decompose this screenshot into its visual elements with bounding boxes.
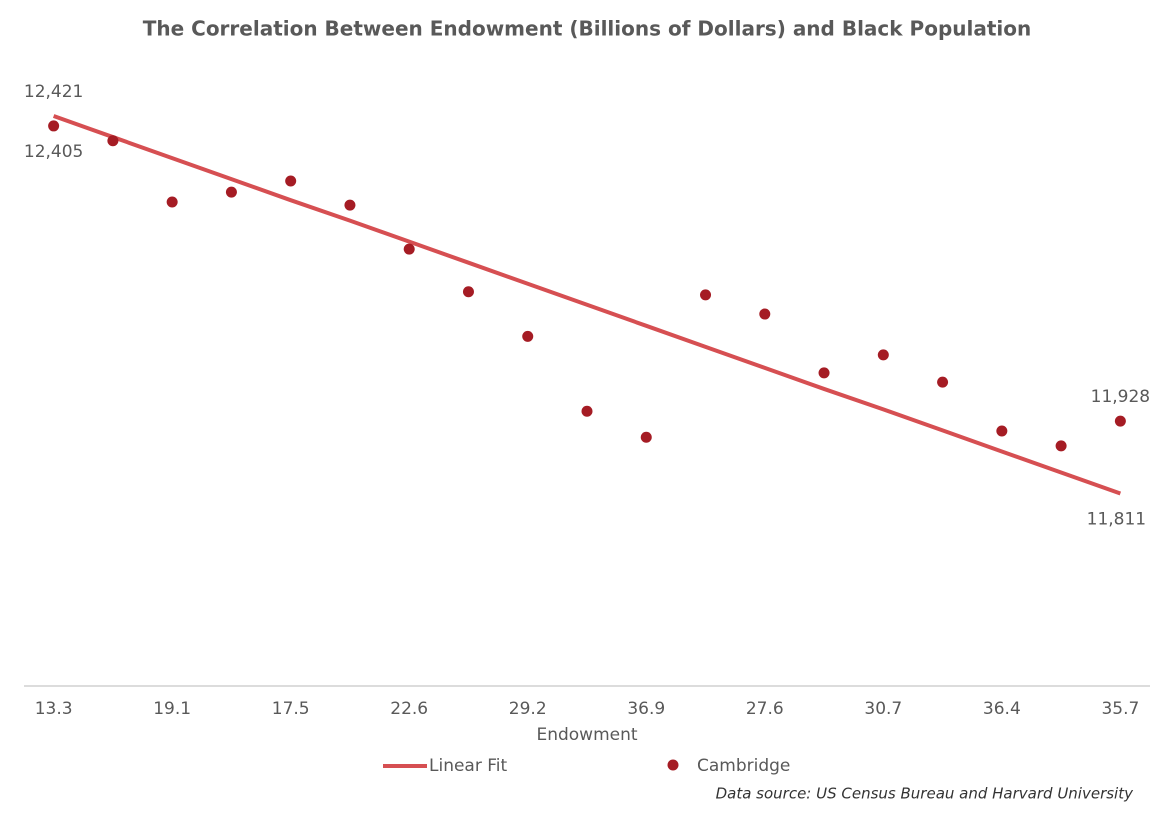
x-tick-label: 19.1 <box>153 699 191 719</box>
data-point <box>107 135 119 147</box>
fit-line <box>52 114 1122 496</box>
data-point <box>225 186 237 198</box>
data-point <box>403 243 415 255</box>
data-point <box>877 349 889 361</box>
legend-label: Cambridge <box>697 756 790 776</box>
data-point <box>640 431 652 443</box>
data-point <box>818 367 830 379</box>
source-note: Data source: US Census Bureau and Harvar… <box>716 785 1135 803</box>
x-tick-label: 13.3 <box>35 699 73 719</box>
data-point <box>344 199 356 211</box>
x-tick-label: 22.6 <box>390 699 428 719</box>
data-point <box>1055 440 1067 452</box>
legend-label: Linear Fit <box>429 756 508 776</box>
data-label: 11,928 <box>1091 387 1150 407</box>
data-point <box>48 120 60 132</box>
data-point <box>759 308 771 320</box>
data-point <box>1114 415 1126 427</box>
data-point <box>581 405 593 417</box>
x-tick-label: 36.9 <box>627 699 665 719</box>
data-point <box>937 376 949 388</box>
data-point <box>462 286 474 298</box>
data-point <box>700 289 712 301</box>
data-label: 11,811 <box>1087 510 1146 530</box>
data-label: 12,421 <box>24 82 83 102</box>
x-tick-label: 17.5 <box>272 699 310 719</box>
data-label: 12,405 <box>24 142 83 162</box>
x-tick-label: 27.6 <box>746 699 784 719</box>
x-tick-label: 36.4 <box>983 699 1021 719</box>
x-tick-label: 29.2 <box>509 699 547 719</box>
data-point <box>996 425 1008 437</box>
legend-swatch <box>667 759 679 771</box>
x-tick-label: 30.7 <box>864 699 902 719</box>
data-point <box>166 196 178 208</box>
data-point <box>285 175 297 187</box>
data-point <box>522 330 534 342</box>
x-tick-label: 35.7 <box>1101 699 1139 719</box>
x-axis-label: Endowment <box>536 725 637 745</box>
chart-title: The Correlation Between Endowment (Billi… <box>143 17 1032 41</box>
